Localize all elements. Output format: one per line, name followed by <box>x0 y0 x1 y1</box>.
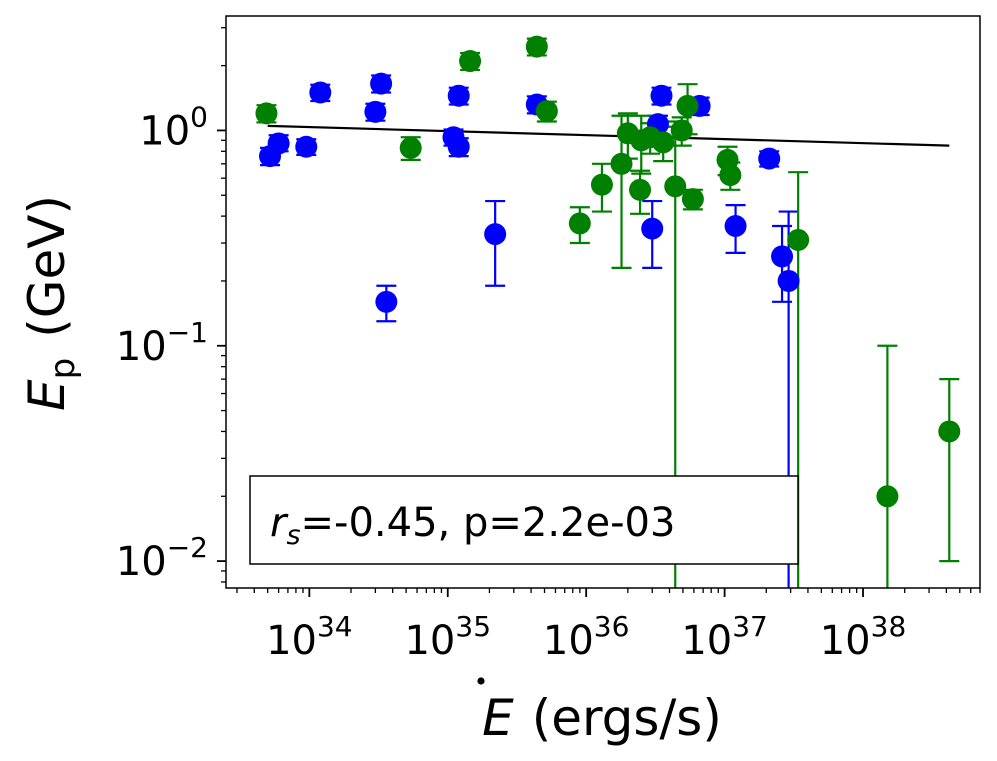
y-axis-subscript: p <box>43 358 83 380</box>
x-axis-unit: (ergs/s) <box>532 689 722 747</box>
x-tick-label: 1035 <box>404 610 491 664</box>
green-data-point <box>676 94 699 117</box>
green-data-point <box>255 102 278 125</box>
green-data-point <box>670 119 693 142</box>
x-tick-label: 1034 <box>266 610 353 664</box>
green-data-point <box>681 188 704 211</box>
fit-line <box>267 124 950 147</box>
y-axis-symbol: E <box>18 379 76 411</box>
green-data-point <box>719 164 742 187</box>
blue-data-point <box>370 72 393 95</box>
blue-data-point <box>267 132 290 155</box>
blue-data-point <box>447 84 470 107</box>
stats-annotation: rs=-0.45, p=2.2e-03 <box>249 475 799 565</box>
green-data-point <box>399 136 422 159</box>
stats-annotation-text: rs=-0.45, p=2.2e-03 <box>270 500 675 551</box>
green-data-point <box>459 50 482 73</box>
green-data-point <box>876 485 899 508</box>
blue-data-point <box>484 223 507 246</box>
blue-data-point <box>295 135 318 158</box>
x-axis-title: E (ergs/s) <box>482 689 722 747</box>
y-tick-label: 10−1 <box>116 316 208 370</box>
blue-data-point <box>771 245 794 268</box>
x-axis-symbol-dot <box>477 677 485 685</box>
fit-line-layer <box>267 124 950 147</box>
green-data-point <box>652 131 675 154</box>
green-data-point <box>787 228 810 251</box>
blue-data-point <box>777 269 800 292</box>
tick-label-layer: 1034 1035 1036 1037 1038 100 10−1 10−2 <box>116 100 906 664</box>
stats-annotation-sub: s <box>286 520 300 551</box>
y-tick-label: 100 <box>139 100 208 154</box>
stats-annotation-box <box>249 475 799 565</box>
stats-annotation-value: =-0.45, p=2.2e-03 <box>301 500 676 546</box>
y-tick-label: 10−2 <box>116 531 208 585</box>
green-data-point <box>664 175 687 198</box>
green-data-point <box>568 212 591 235</box>
blue-data-point <box>364 100 387 123</box>
blue-data-point <box>447 135 470 158</box>
blue-data-point <box>650 84 673 107</box>
data-point-layer <box>255 35 961 508</box>
x-tick-label: 1038 <box>820 610 907 664</box>
green-error-bar <box>939 378 960 563</box>
blue-data-point <box>724 214 747 237</box>
blue-data-point <box>375 290 398 313</box>
x-tick-label: 1036 <box>543 610 630 664</box>
x-tick-label: 1037 <box>681 610 768 664</box>
stats-annotation-var: r <box>270 500 289 546</box>
green-data-point <box>629 178 652 201</box>
plot-frame <box>225 15 981 589</box>
blue-data-point <box>758 147 781 170</box>
y-axis-title: Ep (GeV) <box>18 195 83 411</box>
green-data-point <box>938 420 961 443</box>
blue-data-point <box>309 81 332 104</box>
green-error-bar <box>877 344 898 588</box>
green-data-point <box>525 35 548 58</box>
green-data-point <box>535 100 558 123</box>
green-data-point <box>610 152 633 175</box>
blue-data-point <box>641 217 664 240</box>
y-axis-unit: (GeV) <box>18 195 76 338</box>
tick-layer <box>217 27 981 597</box>
x-axis-symbol: E <box>482 689 514 747</box>
green-data-point <box>590 173 613 196</box>
